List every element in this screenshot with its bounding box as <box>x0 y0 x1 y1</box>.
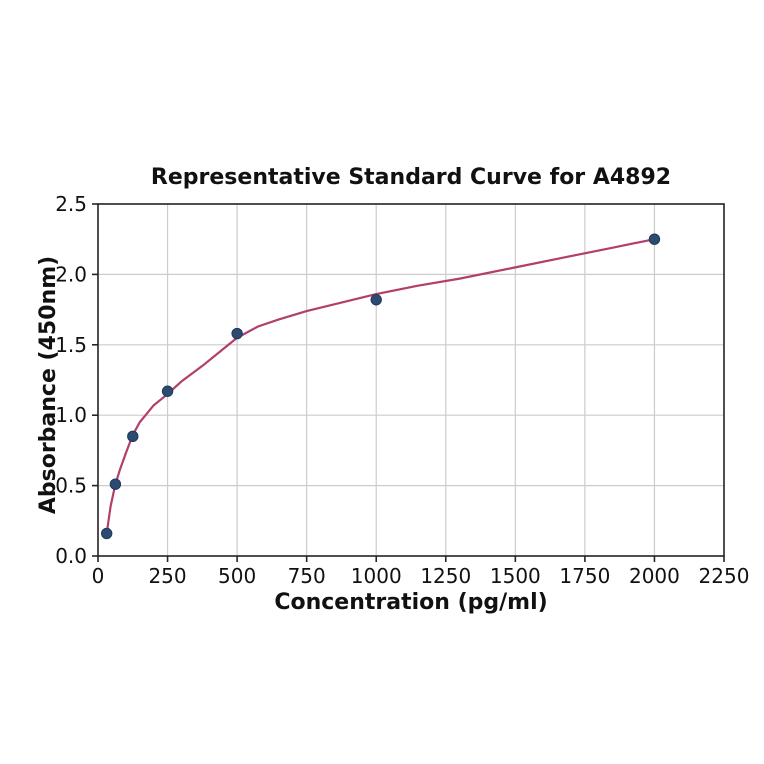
y-tick-label: 2.0 <box>55 262 87 286</box>
x-tick-label: 0 <box>92 564 105 588</box>
grid-layer <box>97 203 725 557</box>
x-tick-label: 750 <box>288 564 326 588</box>
series-layer <box>100 233 661 540</box>
plot-frame <box>97 203 725 557</box>
y-tick-label: 0.5 <box>55 474 87 498</box>
fitted-curve-line <box>105 238 656 535</box>
x-tick-label: 1750 <box>559 564 610 588</box>
x-tick-label: 2250 <box>699 564 750 588</box>
chart-title: Representative Standard Curve for A4892 <box>151 165 671 190</box>
y-tick-label: 2.5 <box>55 192 87 216</box>
x-tick-label: 250 <box>148 564 186 588</box>
x-tick-label: 500 <box>218 564 256 588</box>
axes-spines <box>97 203 725 557</box>
data-point-marker <box>161 385 174 397</box>
y-tick-label: 0.0 <box>55 544 87 568</box>
y-axis-label: Absorbance (450nm) <box>36 256 61 514</box>
data-point-marker <box>127 430 139 443</box>
tick-layer: 0 250 500 750 1000 1250 1500 1750 2000 2250 0.0 0.5… <box>55 192 749 588</box>
x-tick-label: 1500 <box>490 564 541 588</box>
data-point-marker <box>231 327 243 340</box>
x-tick-label: 2000 <box>629 564 680 588</box>
x-axis-label: Concentration (pg/ml) <box>274 590 547 615</box>
data-point-marker <box>109 478 122 490</box>
data-point-marker <box>100 527 113 540</box>
data-point-marker <box>648 233 661 245</box>
x-tick-label: 1250 <box>420 564 471 588</box>
data-point-marker <box>370 294 382 306</box>
y-tick-label: 1.0 <box>55 403 87 427</box>
x-tick-label: 1000 <box>351 564 402 588</box>
y-tick-label: 1.5 <box>55 333 87 357</box>
